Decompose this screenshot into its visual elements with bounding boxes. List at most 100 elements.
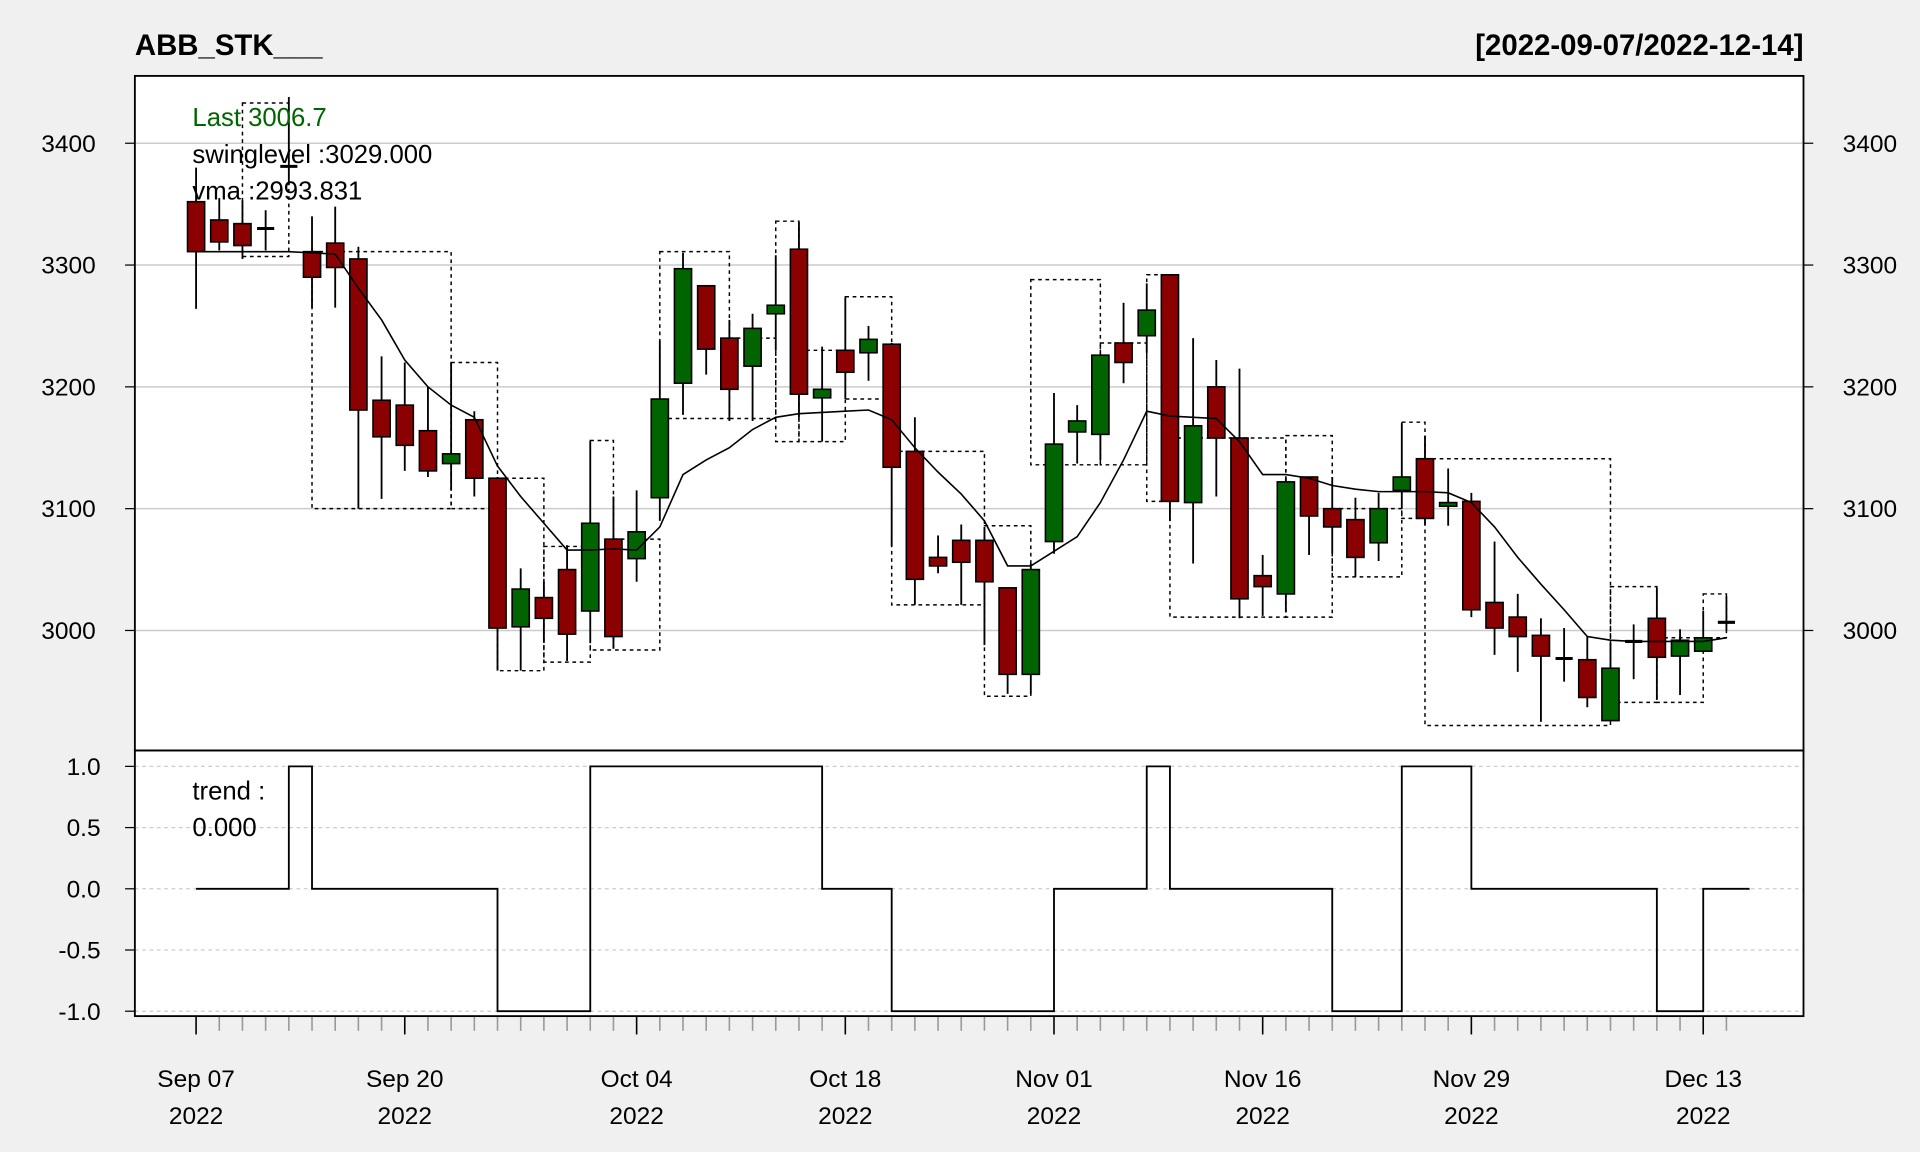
x-tick-year: 2022 <box>1027 1103 1081 1130</box>
candle-down <box>1508 616 1528 638</box>
trend-tick-label: 0.5 <box>67 815 101 842</box>
candle-up <box>1601 667 1620 722</box>
candle-down <box>1531 634 1551 657</box>
swing-level-box <box>1285 434 1333 618</box>
candle-up <box>1670 639 1690 657</box>
trend-tick-label: 0.0 <box>67 876 101 903</box>
candle-down <box>882 343 902 469</box>
candle-up <box>1021 568 1041 676</box>
candle-up <box>580 522 600 612</box>
x-tick-label: Oct 18 <box>809 1066 881 1093</box>
candle-down <box>696 284 716 350</box>
vma-line <box>196 250 1727 643</box>
candle-up <box>1137 309 1157 337</box>
candle-down <box>372 399 391 438</box>
candle-down <box>998 587 1017 676</box>
candle-down <box>1577 658 1597 699</box>
candle-up <box>1044 443 1064 543</box>
swing-level-box <box>1169 437 1287 618</box>
candle-down <box>209 219 229 243</box>
candle-down <box>789 248 809 395</box>
candle-down <box>534 596 554 620</box>
legend-last: Last 3006.7 <box>192 104 326 132</box>
candle-up <box>1276 481 1296 595</box>
x-tick-year: 2022 <box>169 1103 223 1130</box>
price-tick-label-right: 3200 <box>1843 374 1897 401</box>
x-tick-label: Nov 01 <box>1015 1066 1093 1093</box>
candle-down <box>488 477 507 629</box>
x-tick-label: Nov 16 <box>1224 1066 1302 1093</box>
candle-down <box>1230 437 1249 600</box>
swing-level-box <box>1331 507 1403 578</box>
legend-vma: vma :2993.831 <box>192 178 362 206</box>
candle-up <box>812 388 832 399</box>
x-tick-label: Oct 04 <box>601 1066 673 1093</box>
x-tick-year: 2022 <box>378 1103 432 1130</box>
candle-up <box>766 304 786 315</box>
chart-title: ABB_STK___ <box>135 29 323 62</box>
candle-up <box>1091 354 1110 436</box>
candle-down <box>604 538 623 638</box>
date-range: [2022-09-07/2022-12-14] <box>1475 29 1803 62</box>
x-tick-year: 2022 <box>818 1103 872 1130</box>
candle-down <box>1346 518 1365 559</box>
legend-swinglevel: swinglevel :3029.000 <box>192 141 432 169</box>
candle-down <box>1114 342 1133 364</box>
trend-tick-label: 1.0 <box>67 754 101 781</box>
candle-down <box>720 337 739 391</box>
candle-down <box>975 539 994 583</box>
trend-panel <box>134 750 1804 1017</box>
candle-up <box>1369 507 1388 544</box>
candle-down <box>349 258 368 411</box>
candle-up <box>511 588 531 628</box>
candle-down <box>1647 617 1667 659</box>
candle-up <box>627 531 646 560</box>
trend-tick-label: -1.0 <box>58 999 100 1026</box>
price-tick-label: 3200 <box>41 374 95 401</box>
swing-level-box <box>659 250 731 420</box>
candle-down <box>1253 574 1273 588</box>
x-tick-label: Sep 07 <box>157 1066 235 1093</box>
candle-up <box>650 398 670 499</box>
price-tick-label-right: 3400 <box>1843 131 1897 158</box>
candle-up <box>673 267 693 384</box>
price-tick-label: 3000 <box>41 618 95 645</box>
candle-up <box>1438 501 1458 508</box>
x-tick-label: Dec 13 <box>1664 1066 1742 1093</box>
candle-up <box>1067 420 1087 433</box>
price-tick-label-right: 3000 <box>1843 618 1897 645</box>
candle-down <box>928 556 948 567</box>
candle-down <box>1461 500 1481 611</box>
candle-down <box>951 539 971 564</box>
legend-trend-label: trend : <box>192 777 265 805</box>
swing-level-box <box>241 102 290 258</box>
legend-trend-value: 0.000 <box>192 814 256 842</box>
candle-down <box>557 568 577 635</box>
candle-down <box>395 404 415 447</box>
candle-down <box>905 450 925 581</box>
price-tick-label: 3300 <box>41 253 95 280</box>
candle-down <box>186 200 206 253</box>
price-tick-label: 3100 <box>41 496 95 523</box>
trend-line <box>196 765 1750 1013</box>
x-tick-label: Sep 20 <box>366 1066 444 1093</box>
trend-panel-border <box>133 749 1805 1018</box>
candle-down <box>1415 457 1435 520</box>
candle-down <box>1322 507 1342 528</box>
candle-down <box>302 250 322 279</box>
x-tick-year: 2022 <box>1235 1103 1289 1130</box>
candle-down <box>418 429 438 472</box>
candle-down <box>1206 386 1226 439</box>
candle-up <box>1183 425 1203 504</box>
candle-down <box>464 418 484 480</box>
price-tick-label-right: 3300 <box>1843 253 1897 280</box>
price-tick-label-right: 3100 <box>1843 496 1897 523</box>
candle-down <box>233 222 252 247</box>
candle-up <box>1392 476 1412 492</box>
x-tick-year: 2022 <box>609 1103 663 1130</box>
candle-down <box>1160 273 1180 503</box>
trend-tick-label: -0.5 <box>58 938 100 965</box>
price-tick-label: 3400 <box>41 131 95 158</box>
candle-down <box>1299 476 1319 517</box>
